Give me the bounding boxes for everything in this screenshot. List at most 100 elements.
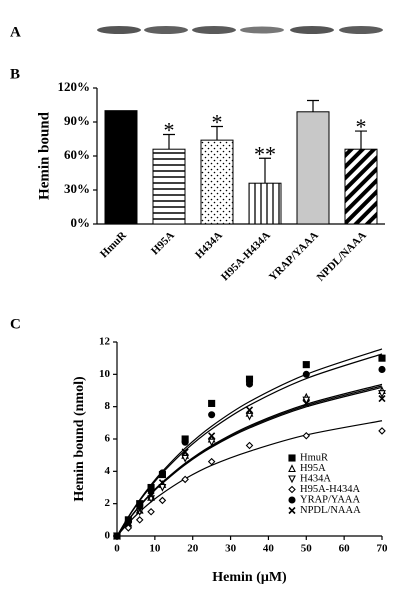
- legend-label: H434A: [300, 473, 331, 484]
- bar: [104, 110, 138, 225]
- marker: [113, 532, 121, 540]
- marker: [245, 380, 254, 388]
- marker: [378, 354, 386, 362]
- x-tick-label: 0: [114, 543, 120, 555]
- marker: [302, 431, 311, 440]
- marker: [181, 475, 189, 484]
- error-bar: [259, 157, 271, 184]
- legend-marker: [288, 485, 296, 494]
- marker: [147, 492, 155, 500]
- x-tick-label: H95A: [149, 229, 177, 257]
- panel-label: B: [10, 66, 20, 82]
- marker: [124, 517, 132, 526]
- marker: [302, 361, 310, 369]
- marker: [181, 448, 189, 456]
- marker: [378, 395, 386, 403]
- bar: [344, 148, 378, 225]
- significance-label: *: [164, 118, 175, 143]
- marker: [245, 412, 254, 421]
- fit-curve: [116, 385, 383, 537]
- marker: [181, 454, 190, 463]
- error-bar: [211, 125, 223, 141]
- marker: [124, 519, 132, 527]
- marker: [147, 507, 155, 516]
- significance-label: *: [212, 110, 223, 135]
- legend-marker: [288, 454, 296, 462]
- legend-marker: [288, 475, 296, 484]
- marker: [136, 501, 144, 509]
- y-axis-label: Hemin bound (nmol): [72, 376, 87, 502]
- legend-marker: [288, 506, 296, 515]
- marker: [302, 399, 310, 407]
- marker: [207, 457, 216, 466]
- blot: [97, 26, 383, 34]
- y-tick-label: 0: [105, 530, 111, 542]
- marker: [207, 438, 216, 447]
- marker: [378, 427, 386, 435]
- x-tick-label: YRAP/YAAA: [267, 229, 321, 283]
- marker: [124, 524, 133, 532]
- y-tick-label: 12: [99, 336, 111, 348]
- marker: [147, 487, 155, 495]
- marker: [135, 516, 144, 524]
- y-tick-label: 4: [105, 465, 111, 477]
- x-tick-label: 20: [187, 543, 199, 555]
- x-tick-label: NPDL/NAAA: [315, 229, 369, 283]
- y-tick-label: 0%: [71, 215, 91, 230]
- y-tick-label: 60%: [64, 147, 90, 162]
- significance-label: *: [356, 114, 367, 139]
- x-tick-label: 60: [339, 543, 351, 555]
- y-tick-label: 2: [105, 497, 111, 509]
- x-tick-label: HmuR: [98, 229, 130, 261]
- marker: [208, 411, 216, 419]
- marker: [208, 432, 216, 440]
- y-tick-label: 10: [99, 368, 111, 380]
- error-bar: [307, 99, 319, 112]
- x-tick-label: 70: [377, 543, 389, 555]
- marker: [245, 441, 254, 450]
- marker: [302, 396, 311, 405]
- x-axis-label: Hemin (μM): [212, 570, 287, 585]
- y-tick-label: 120%: [58, 79, 91, 94]
- y-tick-label: 8: [105, 400, 111, 412]
- x-tick-label: H434A: [193, 229, 225, 261]
- x-tick-label: 50: [301, 543, 313, 555]
- x-tick-label: 30: [225, 543, 237, 555]
- panel-label: C: [10, 316, 21, 332]
- x-tick-label: 10: [149, 543, 161, 555]
- y-tick-label: 6: [105, 433, 111, 445]
- marker: [378, 390, 386, 398]
- panel-label: A: [10, 24, 21, 40]
- legend-label: NPDL/NAAA: [300, 505, 361, 516]
- bar: [200, 139, 234, 225]
- fit-curve: [116, 420, 383, 537]
- bar: [152, 148, 186, 225]
- legend-marker: [288, 496, 296, 504]
- marker: [136, 506, 144, 514]
- error-bar: [163, 133, 175, 150]
- marker: [302, 370, 310, 378]
- x-tick-label: 40: [263, 543, 275, 555]
- legend-label: HmuR: [300, 452, 328, 463]
- legend-label: H95A-H434A: [300, 484, 360, 495]
- y-axis-label: Hemin bound: [36, 111, 52, 200]
- marker: [158, 496, 167, 505]
- error-bar: [355, 130, 367, 150]
- marker: [378, 365, 386, 374]
- y-tick-label: 30%: [64, 181, 90, 196]
- y-tick-label: 90%: [64, 113, 90, 128]
- marker: [158, 483, 167, 492]
- legend-label: H95A: [300, 463, 326, 474]
- legend-marker: [288, 464, 296, 473]
- fit-curve: [116, 353, 383, 537]
- marker: [181, 438, 189, 446]
- marker: [158, 469, 166, 477]
- bar: [248, 182, 282, 225]
- marker: [208, 399, 216, 407]
- legend-label: YRAP/YAAA: [300, 494, 361, 505]
- marker: [158, 479, 166, 487]
- significance-label: **: [254, 141, 276, 166]
- bar: [296, 111, 330, 225]
- x-tick-label: H95A-H434A: [219, 229, 273, 283]
